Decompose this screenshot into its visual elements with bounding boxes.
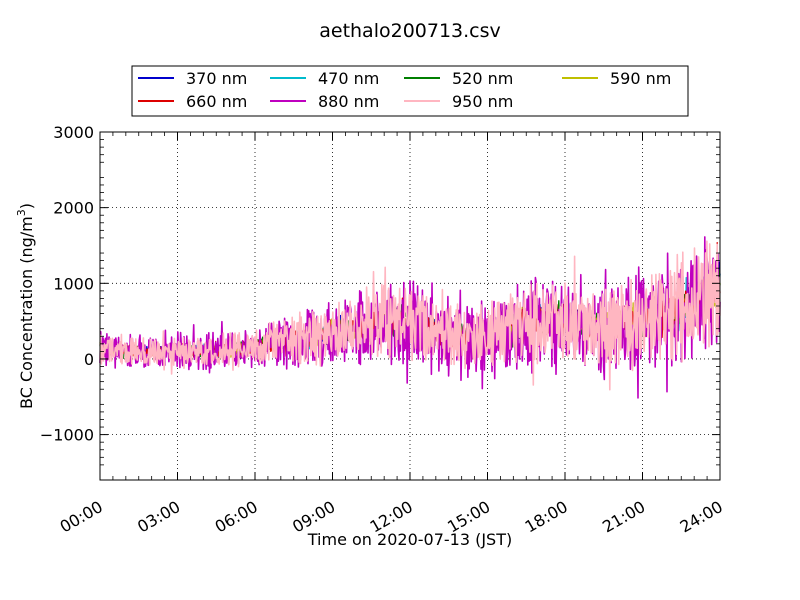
- plot-area: 00:00 03:00 06:00 09:00 12:00 15:00 18:00 21:00…: [40, 123, 726, 537]
- legend-label: 590 nm: [610, 69, 671, 88]
- legend-box: [131, 65, 689, 117]
- legend-label: 660 nm: [186, 92, 247, 111]
- x-tick-label: 24:00: [677, 497, 726, 537]
- series-lines: [99, 236, 721, 399]
- chart-title: aethalo200713.csv: [319, 20, 501, 42]
- series-line-950-nm: [99, 240, 721, 391]
- legend-label: 470 nm: [318, 69, 379, 88]
- x-tick-label: 06:00: [212, 497, 261, 537]
- y-axis-label-main: BC Concentration (ng/m: [17, 216, 36, 409]
- legend: 370 nm 470 nm 520 nm 590 nm 660 nm 880 nm 950 …: [131, 65, 689, 117]
- x-tick-label: 18:00: [522, 497, 571, 537]
- legend-label: 880 nm: [318, 92, 379, 111]
- y-axis-label: BC Concentration (ng/m3): [15, 203, 36, 409]
- y-axis-label-end: ): [17, 203, 36, 209]
- y-tick-label: 1000: [53, 274, 94, 293]
- x-axis-label: Time on 2020-07-13 (JST): [307, 530, 512, 549]
- y-tick-label: 2000: [53, 199, 94, 218]
- legend-label: 520 nm: [452, 69, 513, 88]
- legend-label: 950 nm: [452, 92, 513, 111]
- legend-label: 370 nm: [186, 69, 247, 88]
- x-tick-label: 00:00: [57, 497, 106, 537]
- y-tick-label: 0: [84, 350, 94, 369]
- y-tick-label: 3000: [53, 123, 94, 142]
- y-tick-label: −1000: [40, 426, 94, 445]
- x-tick-label: 03:00: [134, 497, 183, 537]
- y-axis-label-sup: 3: [15, 209, 28, 216]
- x-tick-label: 21:00: [599, 497, 648, 537]
